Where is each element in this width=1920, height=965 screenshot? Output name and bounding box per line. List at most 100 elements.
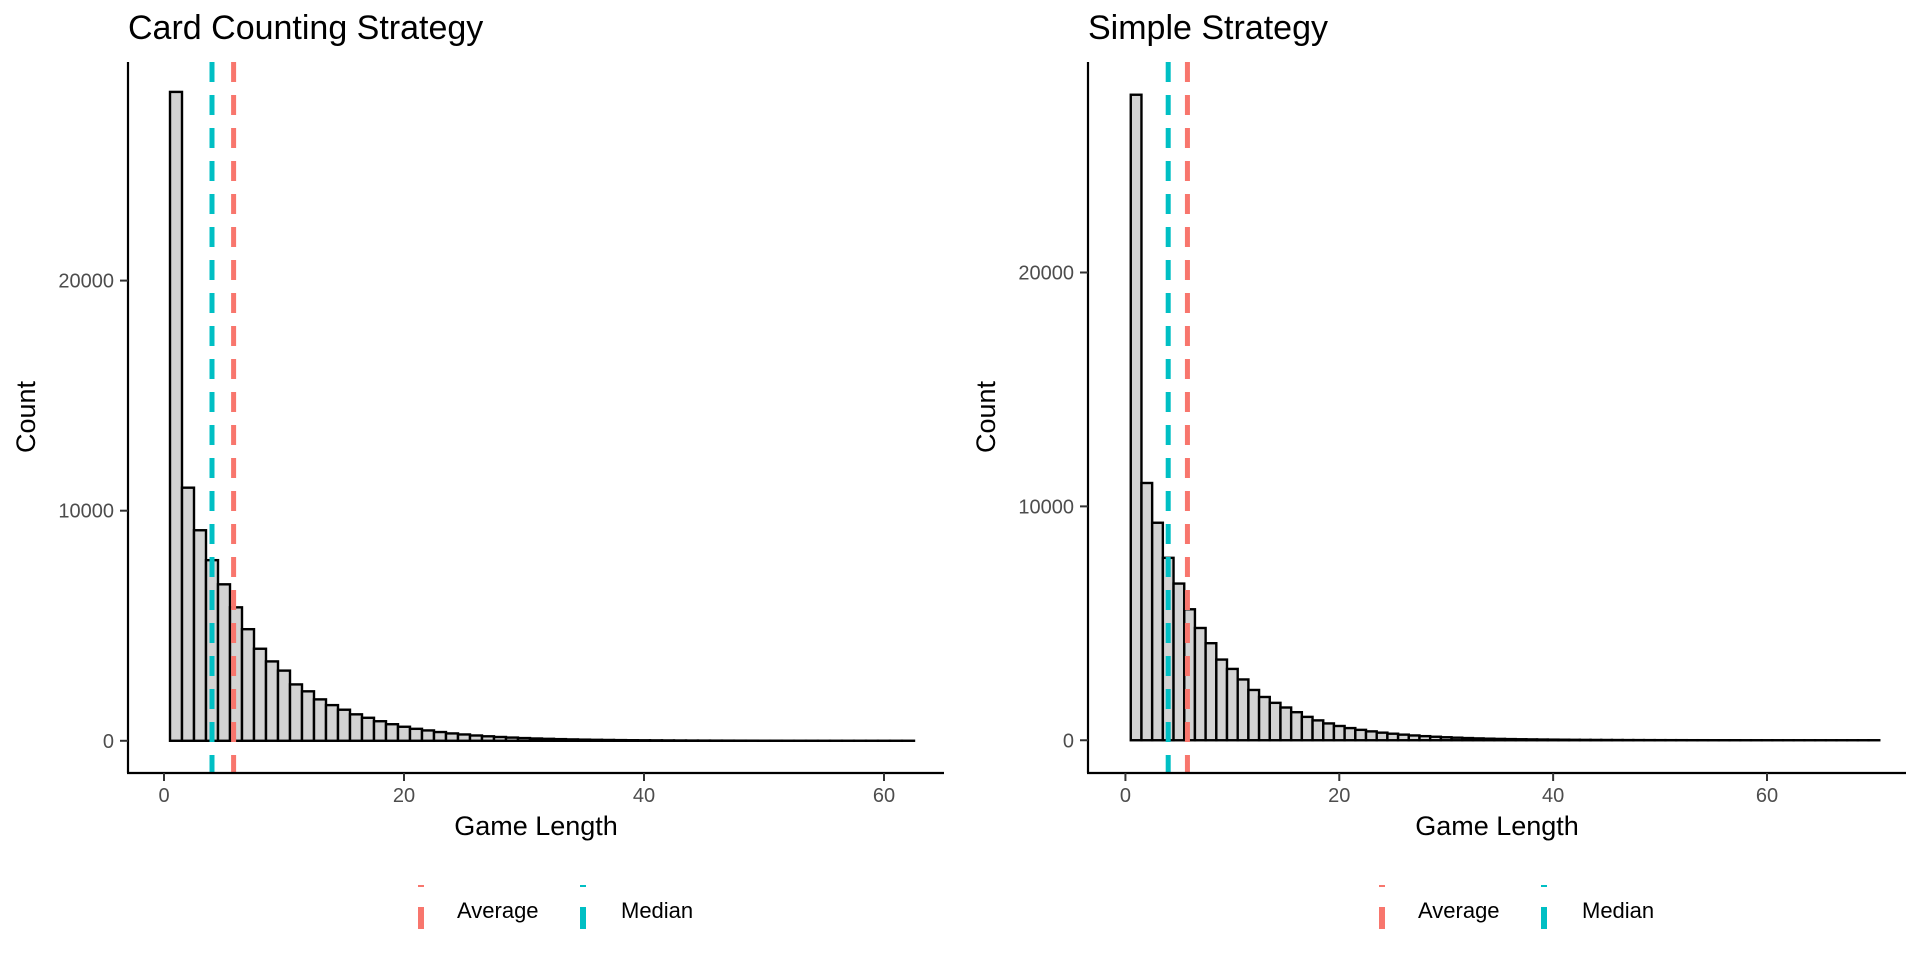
histogram-bar [446, 733, 458, 740]
histogram-bar [1227, 669, 1238, 740]
histogram-bar [1302, 717, 1313, 740]
histogram-bar [602, 740, 614, 741]
histogram-bar [1494, 739, 1505, 740]
y-tick-label: 10000 [1018, 496, 1074, 518]
histogram-bar [386, 724, 398, 741]
histogram-bar [530, 738, 542, 740]
y-tick-label: 0 [1063, 730, 1074, 752]
histogram-bar [1398, 735, 1409, 741]
histogram-bar [554, 739, 566, 741]
histogram-bar [1430, 737, 1441, 741]
legend-label-median: Median [1582, 898, 1654, 923]
histogram-bar [1131, 95, 1142, 741]
x-axis-ticks: 0 20 40 60 [158, 773, 895, 807]
histogram-bar [1313, 720, 1324, 740]
histogram-bar [1195, 628, 1206, 740]
histogram-bar [566, 739, 578, 740]
histogram-bar [1238, 679, 1249, 740]
y-axis-ticks: 0 10000 20000 [1018, 262, 1088, 752]
histogram-bar [1452, 738, 1463, 741]
histogram-bar [1355, 730, 1366, 740]
legend: Average Median [1382, 885, 1654, 929]
x-tick-label: 40 [633, 785, 655, 807]
histogram-bar [170, 92, 182, 741]
histogram-bar [314, 699, 326, 740]
histogram-bar [1280, 708, 1291, 741]
y-tick-label: 20000 [58, 271, 114, 293]
histogram-bar [470, 735, 482, 740]
y-tick-label: 10000 [58, 501, 114, 523]
histogram-bar [1377, 733, 1388, 741]
y-tick-label: 20000 [1018, 262, 1074, 284]
histogram-bar [1484, 739, 1495, 741]
x-tick-label: 60 [873, 785, 895, 807]
histogram-bar [1409, 735, 1420, 740]
bar-series [170, 92, 914, 741]
histogram-bar [1259, 697, 1270, 740]
histogram-bar [626, 740, 638, 741]
histogram-bar [1345, 728, 1356, 740]
panel-simple-strategy: Simple Strategy 0 20 40 60 0 10000 20000 Game… [971, 9, 1906, 929]
histogram-bar [1473, 738, 1484, 740]
histogram-bar [1291, 712, 1302, 740]
bar-series [1131, 95, 1879, 741]
panel-title: Simple Strategy [1088, 9, 1328, 47]
legend-label-median: Median [621, 898, 693, 923]
histogram-bar [362, 718, 374, 741]
histogram-bar [254, 649, 266, 741]
x-tick-label: 20 [393, 785, 415, 807]
y-tick-label: 0 [103, 731, 114, 753]
histogram-bar [194, 530, 206, 741]
histogram-bar [1152, 523, 1163, 741]
histogram-bar [338, 710, 350, 741]
histogram-bar [1366, 731, 1377, 740]
x-tick-label: 40 [1542, 785, 1564, 807]
histogram-bar [374, 721, 386, 741]
histogram-bar [1334, 726, 1345, 740]
panel-card-counting: Card Counting Strategy 0 20 40 60 0 10000 200… [11, 9, 944, 929]
histogram-bar [398, 727, 410, 741]
histogram-bar [1323, 723, 1334, 740]
histogram-bar [218, 584, 230, 740]
histogram-bar [494, 737, 506, 741]
histogram-bar [1270, 703, 1281, 740]
y-axis-ticks: 0 10000 20000 [58, 271, 128, 753]
histogram-bar [434, 732, 446, 741]
histogram-bar [1548, 740, 1559, 741]
histogram-bar [422, 730, 434, 740]
histogram-bar [242, 629, 254, 741]
histogram-bar [1163, 558, 1174, 740]
histogram-bar [482, 736, 494, 740]
histogram-bar [1505, 739, 1516, 740]
histogram-bar [1141, 483, 1152, 740]
x-axis-title: Game Length [454, 811, 618, 841]
histogram-bar [278, 671, 290, 741]
legend: Average Median [421, 885, 693, 929]
histogram-bar [506, 738, 518, 741]
histogram-bar [1216, 660, 1227, 741]
histogram-bar [1441, 737, 1452, 740]
histogram-bar [578, 740, 590, 741]
histogram-bar [206, 560, 218, 741]
histogram-bar [1419, 736, 1430, 740]
histogram-bar [1206, 643, 1217, 740]
x-tick-label: 20 [1328, 785, 1350, 807]
histogram-bar [266, 661, 278, 740]
legend-label-average: Average [1418, 898, 1500, 923]
x-axis-title: Game Length [1415, 811, 1579, 841]
x-tick-label: 60 [1756, 785, 1778, 807]
legend-label-average: Average [457, 898, 539, 923]
histogram-bar [1174, 584, 1185, 741]
histogram-bar [458, 734, 470, 740]
histogram-bar [302, 691, 314, 740]
histogram-bar [614, 740, 626, 741]
panel-title: Card Counting Strategy [128, 9, 483, 47]
x-tick-label: 0 [158, 785, 169, 807]
y-axis-title: Count [11, 380, 41, 453]
histogram-bar [1558, 740, 1569, 741]
histogram-bar [410, 729, 422, 741]
histogram-bar [1387, 734, 1398, 741]
